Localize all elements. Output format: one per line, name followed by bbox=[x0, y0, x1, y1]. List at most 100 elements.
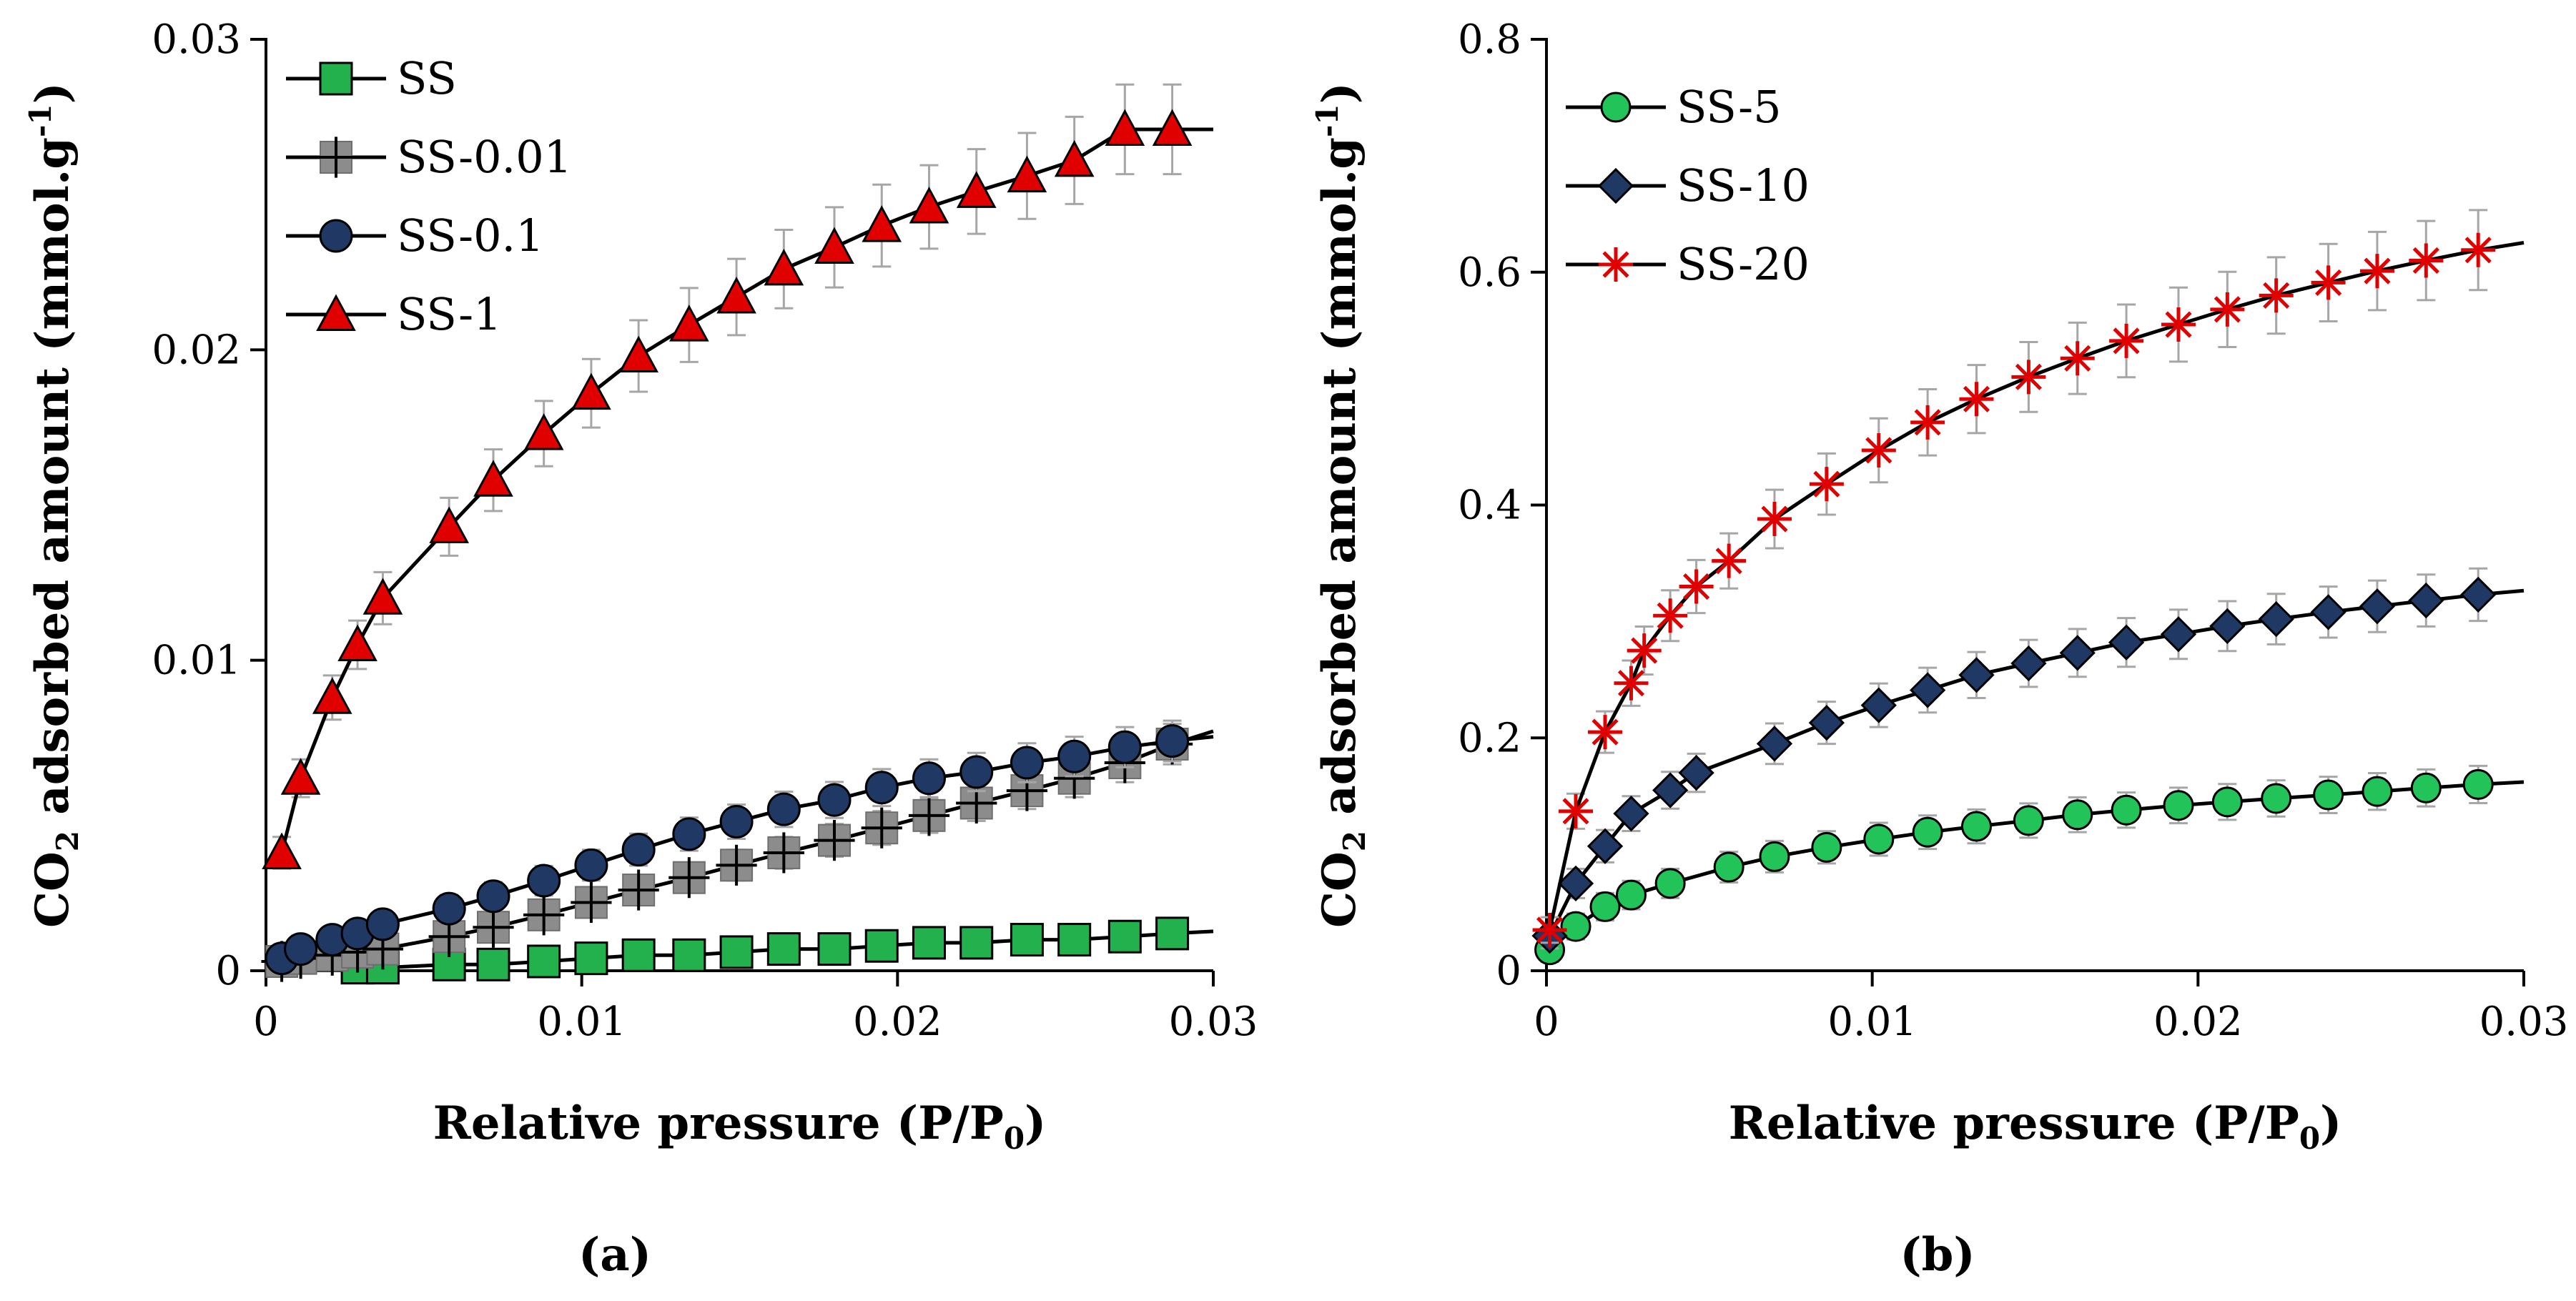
x-tick-label: 0.03 bbox=[2479, 999, 2569, 1045]
marker-circle bbox=[766, 792, 801, 826]
marker-triangle bbox=[312, 677, 352, 714]
series-ss-1 bbox=[262, 83, 1213, 870]
x-tick-label: 0.01 bbox=[537, 999, 626, 1045]
marker-star bbox=[1588, 715, 1623, 750]
panel-label: (a) bbox=[578, 1228, 651, 1282]
marker-circle bbox=[2111, 794, 2142, 826]
marker-diamond bbox=[1613, 795, 1649, 832]
legend-label: SS-20 bbox=[1677, 238, 1810, 290]
marker-circle bbox=[1589, 891, 1621, 922]
marker-square bbox=[319, 61, 353, 96]
x-axis-title: Relative pressure (P/P0) bbox=[1729, 1097, 2342, 1156]
marker-star bbox=[1627, 633, 1662, 668]
marker-triangle bbox=[618, 335, 658, 373]
series-line bbox=[1548, 780, 2525, 951]
series-ss-10 bbox=[1531, 567, 2525, 954]
x-tick-label: 0 bbox=[253, 999, 279, 1045]
marker-circle bbox=[1010, 746, 1044, 780]
x-tick-label: 0.02 bbox=[2153, 999, 2243, 1045]
marker-circle bbox=[1600, 91, 1632, 123]
marker-star bbox=[1679, 569, 1714, 604]
series-ss-5 bbox=[1534, 764, 2525, 966]
marker-diamond bbox=[2010, 645, 2047, 682]
legend-item: SS-1 bbox=[286, 288, 502, 340]
marker-triangle bbox=[362, 578, 403, 615]
marker-diamond bbox=[2258, 600, 2294, 638]
marker-square bbox=[1155, 916, 1190, 951]
y-tick-label: 0.6 bbox=[1458, 249, 1521, 296]
marker-square bbox=[719, 935, 754, 969]
marker-diamond bbox=[1678, 754, 1714, 791]
marker-star bbox=[1910, 405, 1945, 440]
legend-item: SS-20 bbox=[1566, 238, 1810, 290]
marker-circle bbox=[1615, 879, 1647, 911]
marker-plus-square bbox=[763, 832, 804, 874]
marker-triangle bbox=[909, 187, 949, 224]
legend-item: SS-0.01 bbox=[286, 131, 572, 183]
marker-star bbox=[2109, 323, 2144, 358]
marker-triangle bbox=[262, 832, 302, 869]
marker-diamond bbox=[2310, 594, 2346, 630]
y-tick-label: 0.8 bbox=[1458, 16, 1521, 63]
legend-label: SS bbox=[397, 52, 457, 104]
legend-label: SS-0.01 bbox=[397, 131, 572, 183]
legend-label: SS-0.1 bbox=[397, 209, 544, 262]
marker-circle bbox=[476, 879, 510, 914]
marker-circle bbox=[817, 783, 852, 817]
marker-circle bbox=[1863, 823, 1895, 855]
marker-diamond bbox=[2408, 582, 2444, 619]
marker-triangle bbox=[764, 248, 804, 286]
marker-star bbox=[1809, 467, 1844, 502]
marker-circle bbox=[1759, 841, 1790, 872]
marker-circle bbox=[432, 891, 466, 926]
marker-diamond bbox=[2059, 635, 2096, 671]
x-tick-label: 0.03 bbox=[1169, 999, 1258, 1045]
marker-plus-square bbox=[315, 137, 357, 178]
marker-square bbox=[1107, 919, 1142, 954]
marker-triangle bbox=[862, 205, 902, 242]
marker-circle bbox=[1654, 868, 1686, 899]
marker-square bbox=[621, 938, 656, 972]
marker-star bbox=[2060, 341, 2095, 376]
legend-label: SS-10 bbox=[1677, 159, 1810, 212]
marker-circle bbox=[621, 833, 656, 867]
marker-triangle bbox=[280, 758, 321, 795]
marker-plus-square bbox=[618, 869, 659, 911]
marker-circle bbox=[719, 805, 754, 839]
marker-diamond bbox=[2209, 608, 2246, 645]
marker-square bbox=[476, 947, 510, 981]
marker-diamond bbox=[1910, 672, 1946, 708]
marker-circle bbox=[319, 219, 353, 253]
chart-panel-a: 0 0.01 0.02 0.03 0 0.01 0.02 0.03 Relative press… bbox=[23, 16, 1258, 1282]
marker-square bbox=[766, 932, 801, 966]
marker-triangle bbox=[429, 506, 469, 543]
x-tick-label: 0 bbox=[1534, 999, 1559, 1045]
marker-star bbox=[2461, 232, 2496, 267]
marker-circle bbox=[959, 755, 994, 789]
series-ss-0-1 bbox=[265, 719, 1214, 976]
marker-star bbox=[1757, 502, 1792, 537]
marker-circle bbox=[2163, 790, 2194, 821]
marker-circle bbox=[2462, 768, 2494, 800]
marker-star bbox=[1599, 247, 1633, 282]
marker-star bbox=[2409, 243, 2444, 278]
legend-item: SS-0.1 bbox=[286, 209, 544, 262]
marker-star bbox=[2161, 307, 2196, 342]
marker-diamond bbox=[2359, 588, 2396, 625]
marker-plus-square bbox=[716, 844, 757, 886]
y-tick-label: 0.2 bbox=[1458, 715, 1521, 761]
marker-circle bbox=[1713, 851, 1745, 883]
x-axis-title: Relative pressure (P/P0) bbox=[433, 1097, 1047, 1156]
marker-star bbox=[1712, 543, 1747, 578]
marker-circle bbox=[284, 932, 318, 966]
marker-circle bbox=[574, 848, 608, 882]
marker-circle bbox=[1057, 739, 1092, 773]
marker-star bbox=[2311, 265, 2346, 300]
marker-circle bbox=[2062, 799, 2093, 831]
marker-square bbox=[1010, 923, 1044, 957]
marker-square bbox=[574, 941, 608, 976]
marker-plus-square bbox=[473, 906, 514, 948]
marker-circle bbox=[1912, 816, 1943, 848]
marker-circle bbox=[2313, 779, 2344, 811]
